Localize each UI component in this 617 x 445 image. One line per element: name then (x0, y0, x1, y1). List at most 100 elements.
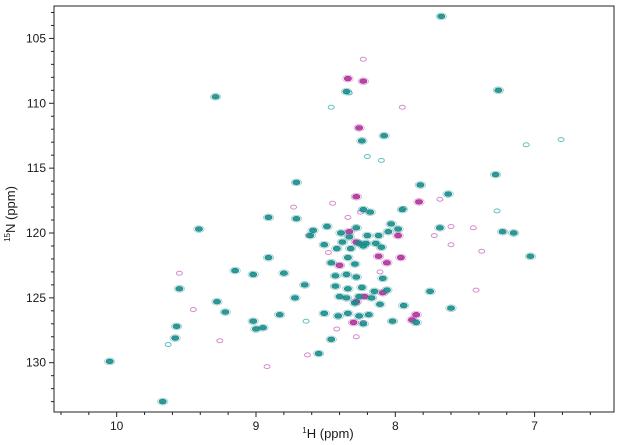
peak-contour-magenta (357, 77, 369, 85)
x-tick-label: 9 (253, 419, 260, 433)
peak-contour-teal (392, 225, 404, 233)
peak-teal (355, 293, 364, 300)
peak-light-magenta (344, 214, 352, 220)
peak-light-magenta (436, 196, 444, 202)
peak-teal (314, 350, 323, 357)
peak-teal (249, 271, 258, 278)
peak-light-magenta (447, 242, 455, 248)
peak-light-magenta (216, 338, 224, 344)
peak-teal (526, 253, 535, 259)
peak-contour-teal (490, 170, 502, 179)
x-tick-label: 10 (110, 419, 124, 433)
y-tick-label: 130 (26, 356, 46, 370)
x-axis-ticks: 10 9 8 7 (60, 412, 591, 433)
peak-magenta (382, 260, 391, 266)
peak-teal (444, 191, 453, 197)
peak-teal (320, 310, 329, 317)
peak-teal (355, 313, 364, 319)
peak-teal (364, 312, 373, 318)
peak-teal (416, 182, 425, 188)
peak-contour-teal (349, 299, 361, 307)
peak-teal (158, 398, 167, 405)
peak-magenta (359, 78, 368, 84)
peak-teal (387, 221, 396, 227)
peak-contour-teal (257, 323, 269, 332)
peak-teal (172, 323, 181, 330)
peak-contour-teal (104, 357, 116, 366)
peak-contour-teal (173, 285, 185, 293)
peak-light-teal (327, 104, 335, 110)
y-tick-label: 115 (27, 161, 46, 175)
peak-light-magenta (398, 104, 406, 110)
peak-teal (105, 358, 114, 365)
peak-contour-teal (262, 253, 275, 262)
peak-contour-magenta (353, 124, 365, 132)
peak-teal (331, 273, 340, 279)
peak-teal (292, 215, 301, 222)
peak-teal (377, 244, 386, 250)
peak-contour-teal (343, 233, 355, 241)
peak-teal (327, 260, 336, 266)
peak-teal (343, 254, 352, 261)
peak-teal (380, 132, 389, 139)
peak-contour-teal (378, 131, 390, 140)
peak-magenta (396, 254, 405, 261)
peak-contour-teal (442, 190, 454, 198)
peak-contour-teal (247, 270, 259, 279)
peak-teal (371, 240, 380, 247)
peak-teal (446, 305, 455, 311)
peak-light-teal (363, 154, 371, 159)
peak-contour-teal (361, 231, 373, 240)
peak-contour-magenta (342, 74, 354, 83)
peak-teal (363, 232, 372, 239)
peak-light-teal (164, 342, 172, 347)
x-tick-label: 7 (531, 419, 538, 433)
peak-teal (342, 88, 351, 95)
peak-light-magenta (304, 352, 311, 358)
peak-contour-teal (211, 297, 223, 306)
peak-contour-teal (353, 292, 365, 301)
peak-contour-teal (349, 260, 361, 268)
peak-contour-teal (345, 244, 357, 253)
y-axis-label: 15N (ppm) (3, 186, 18, 242)
y-tick-label: 110 (27, 96, 46, 110)
peak-magenta (412, 312, 421, 318)
peak-contour-teal (289, 294, 301, 302)
peak-teal (366, 209, 375, 215)
peak-contour-teal (374, 300, 386, 309)
peak-contour-teal (353, 312, 365, 320)
peak-contour-teal (363, 310, 375, 319)
peak-teal (357, 284, 366, 291)
peak-light-magenta (290, 204, 298, 210)
peak-contour-magenta (334, 261, 346, 270)
peak-magenta (335, 262, 344, 269)
peak-teal (359, 206, 368, 213)
peak-contour-teal (229, 266, 241, 275)
peak-light-magenta (175, 270, 183, 276)
peak-teal (221, 309, 230, 315)
peak-teal (345, 234, 354, 240)
peak-contour-teal (382, 227, 394, 236)
peak-teal (251, 326, 260, 332)
peak-contour-teal (381, 286, 393, 294)
peak-contour-teal (366, 294, 378, 302)
peak-contour-teal (524, 252, 536, 261)
y-tick-label: 120 (26, 226, 46, 240)
peak-contour-teal (332, 312, 344, 320)
peak-contour-teal (193, 225, 205, 233)
peak-teal (211, 94, 220, 100)
peak-light-magenta (430, 233, 438, 239)
peak-magenta (349, 319, 358, 326)
peak-contour-teal (396, 205, 408, 214)
peak-contour-teal (157, 397, 169, 406)
peak-magenta (414, 199, 423, 205)
peak-magenta (345, 228, 354, 235)
peak-contour-teal (321, 222, 333, 231)
peak-contour-teal (370, 239, 382, 248)
peak-contour-teal (424, 287, 436, 296)
peak-contour-teal (414, 181, 426, 189)
peaks-layer (104, 12, 565, 406)
peak-contour-teal (340, 87, 353, 96)
peak-light-magenta (472, 287, 480, 293)
